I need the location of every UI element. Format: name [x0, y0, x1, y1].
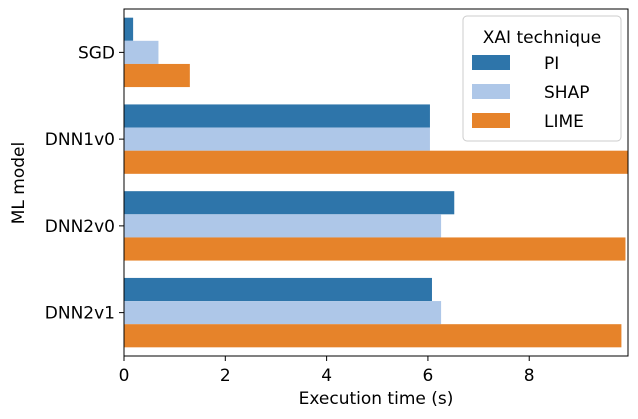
legend: XAI technique PI SHAP LIME	[462, 15, 622, 142]
y-axis-title: ML model	[9, 142, 29, 224]
bar-pi-dnn2v0	[124, 191, 455, 215]
bar-pi-dnn1v0	[124, 104, 430, 128]
legend-title: XAI technique	[483, 28, 601, 48]
x-axis: 0 2 4 6 8	[119, 356, 535, 386]
x-tick-label: 6	[423, 366, 434, 386]
legend-swatch-lime	[472, 113, 510, 128]
bar-shap-dnn1v0	[124, 127, 430, 151]
bar-shap-dnn2v1	[124, 301, 442, 325]
x-axis-title: Execution time (s)	[299, 389, 454, 409]
legend-swatch-pi	[472, 55, 510, 70]
bar-shap-dnn2v0	[124, 214, 442, 238]
bar-lime-sgd	[124, 63, 190, 88]
x-tick-label: 2	[220, 366, 231, 386]
plot-frame	[123, 8, 629, 357]
x-tick-label: 4	[321, 366, 332, 386]
y-tick-label: DNN2v0	[45, 217, 115, 237]
legend-box	[462, 15, 622, 142]
legend-label-pi: PI	[544, 54, 559, 74]
bar-lime-dnn2v0	[124, 237, 626, 261]
bar-lime-dnn1v0	[124, 150, 628, 174]
y-tick-label: SGD	[78, 43, 115, 63]
bar-pi-dnn2v1	[124, 277, 432, 302]
y-tick-label: DNN1v0	[45, 130, 115, 150]
bar-shap-sgd	[124, 40, 159, 64]
x-tick-label: 8	[524, 366, 535, 386]
y-axis: SGD DNN1v0 DNN2v0 DNN2v1	[45, 43, 124, 324]
bars-layer	[124, 17, 628, 348]
bar-pi-sgd	[124, 17, 134, 41]
legend-items: PI SHAP LIME	[472, 54, 589, 132]
legend-label-shap: SHAP	[544, 83, 589, 103]
y-tick-label: DNN2v1	[45, 304, 115, 324]
legend-swatch-shap	[472, 84, 510, 99]
legend-label-lime: LIME	[544, 112, 584, 132]
x-tick-label: 0	[119, 366, 130, 386]
bar-lime-dnn2v1	[124, 324, 622, 348]
